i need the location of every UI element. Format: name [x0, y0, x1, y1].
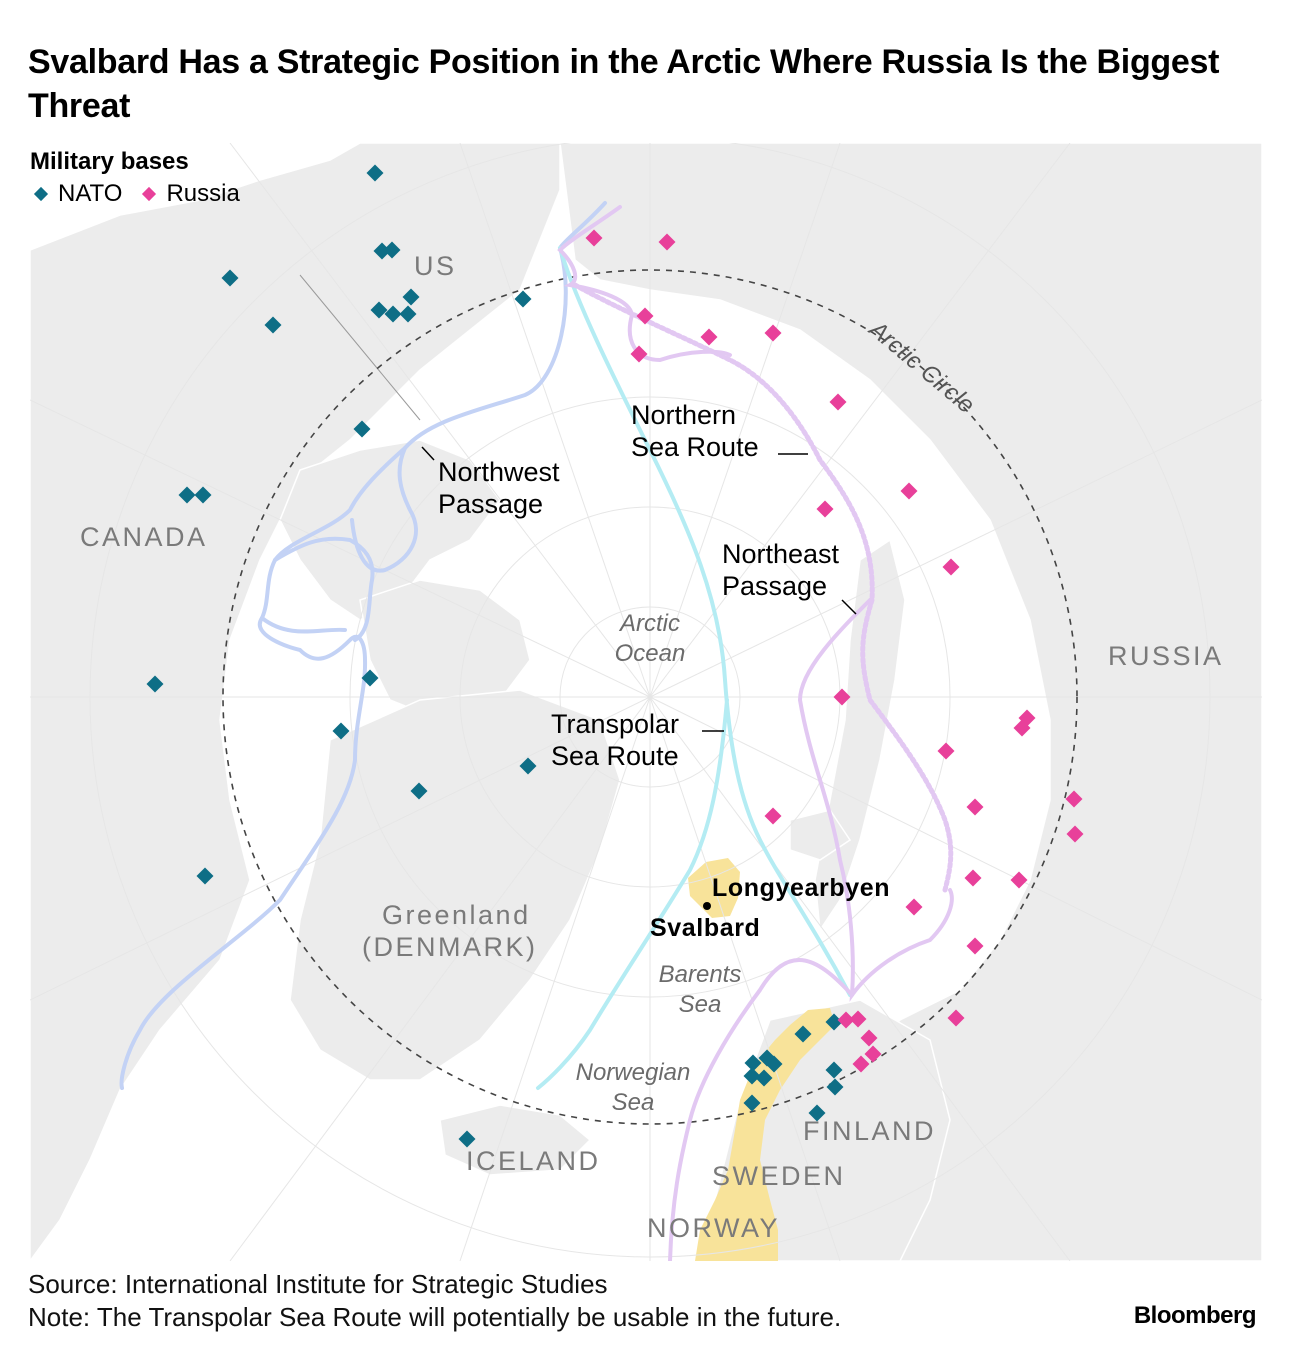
legend-items: NATO Russia: [30, 180, 240, 208]
legend-russia-label: Russia: [166, 180, 240, 207]
nato-base: [332, 722, 350, 740]
country-label-finland: FINLAND: [803, 1116, 936, 1146]
source-note: Source: International Institute for Stra…: [28, 1269, 608, 1299]
country-label-greenland: Greenland: [382, 900, 531, 930]
ellesmere-land: [359, 579, 531, 721]
russia-base: [816, 500, 834, 518]
russia-base: [900, 482, 918, 500]
russia-base: [966, 798, 984, 816]
russia-base: [585, 229, 603, 247]
land-masses: [30, 143, 1262, 1261]
russia-base: [1010, 871, 1028, 889]
transpolar-route: [536, 246, 852, 1090]
sea-label-barents-1: Barents: [659, 961, 742, 988]
northeast-passage-route: [557, 205, 954, 1261]
route-label-transpolar-1: Transpolar: [551, 709, 679, 739]
russia-base: [947, 1009, 965, 1027]
nato-diamond-icon: [33, 186, 49, 202]
route-label-northeast-1: Northeast: [722, 539, 840, 569]
route-label-transpolar-2: Sea Route: [551, 741, 679, 771]
route-label-northern-2: Sea Route: [631, 432, 759, 462]
norway-land: [695, 1008, 835, 1261]
nato-base: [196, 867, 214, 885]
russia-base: [937, 742, 955, 760]
north-america-land: [30, 143, 561, 1261]
russia-base: [905, 898, 923, 916]
page-title: Svalbard Has a Strategic Position in the…: [28, 43, 1220, 125]
arctic-circle: [222, 269, 1078, 1125]
franz-josef-land: [789, 809, 852, 861]
map-canvas: US CANADA Greenland (DENMARK) ICELAND RU…: [30, 143, 1262, 1261]
place-label-longyearbyen: Longyearbyen: [712, 874, 890, 902]
country-label-iceland: ICELAND: [466, 1146, 601, 1176]
nato-base: [519, 757, 537, 775]
russia-base: [966, 937, 984, 955]
russia-base: [700, 328, 718, 346]
arctic-islands-land: [279, 439, 501, 621]
country-label-us: US: [414, 251, 457, 281]
sea-label-barents-2: Sea: [679, 991, 722, 1018]
russia-base: [764, 324, 782, 342]
route-label-northeast-2: Passage: [722, 571, 827, 601]
arctic-map: US CANADA Greenland (DENMARK) ICELAND RU…: [30, 143, 1262, 1261]
country-label-sweden: SWEDEN: [712, 1161, 846, 1191]
russia-base: [833, 688, 851, 706]
country-label-norway: NORWAY: [647, 1213, 780, 1243]
graticule: [30, 143, 1262, 1261]
russia-base: [636, 307, 654, 325]
longyearbyen-marker: [703, 902, 711, 910]
footer: Source: International Institute for Stra…: [28, 1268, 841, 1334]
place-label-svalbard: Svalbard: [650, 914, 760, 942]
russia-base: [658, 233, 676, 251]
nato-base: [410, 782, 428, 800]
russia-base: [942, 558, 960, 576]
legend-title: Military bases: [30, 148, 189, 175]
russia-base: [630, 345, 648, 363]
country-label-russia: RUSSIA: [1108, 641, 1224, 671]
russia-diamond-icon: [142, 186, 157, 202]
sea-label-arctic-1: Arctic: [618, 610, 680, 637]
route-label-northwest-1: Northwest: [438, 457, 560, 487]
bloomberg-logo: Bloomberg: [1133, 1302, 1257, 1329]
footnote: Note: The Transpolar Sea Route will pote…: [28, 1302, 842, 1332]
russia-base: [829, 393, 847, 411]
sea-label-arctic-2: Ocean: [615, 640, 686, 667]
leader-lines: [421, 446, 857, 732]
country-label-canada: CANADA: [80, 522, 208, 552]
legend: Military bases NATO Russia: [30, 148, 240, 208]
sea-label-norwegian-1: Norwegian: [576, 1059, 691, 1086]
russia-base: [964, 869, 982, 887]
nato-base: [514, 290, 532, 308]
country-label-denmark: (DENMARK): [362, 932, 538, 962]
sea-label-norwegian-2: Sea: [612, 1089, 655, 1116]
northwest-passage-route: [119, 201, 607, 1090]
nato-base: [146, 675, 164, 693]
russia-base: [764, 807, 782, 825]
nato-base: [361, 669, 379, 687]
route-label-northwest-2: Passage: [438, 489, 543, 519]
legend-nato-label: NATO: [58, 180, 123, 207]
route-label-northern-1: Northern: [631, 400, 736, 430]
iceland-land: [439, 1104, 592, 1176]
russia-base: [849, 1010, 867, 1028]
us-canada-border: [299, 274, 421, 421]
